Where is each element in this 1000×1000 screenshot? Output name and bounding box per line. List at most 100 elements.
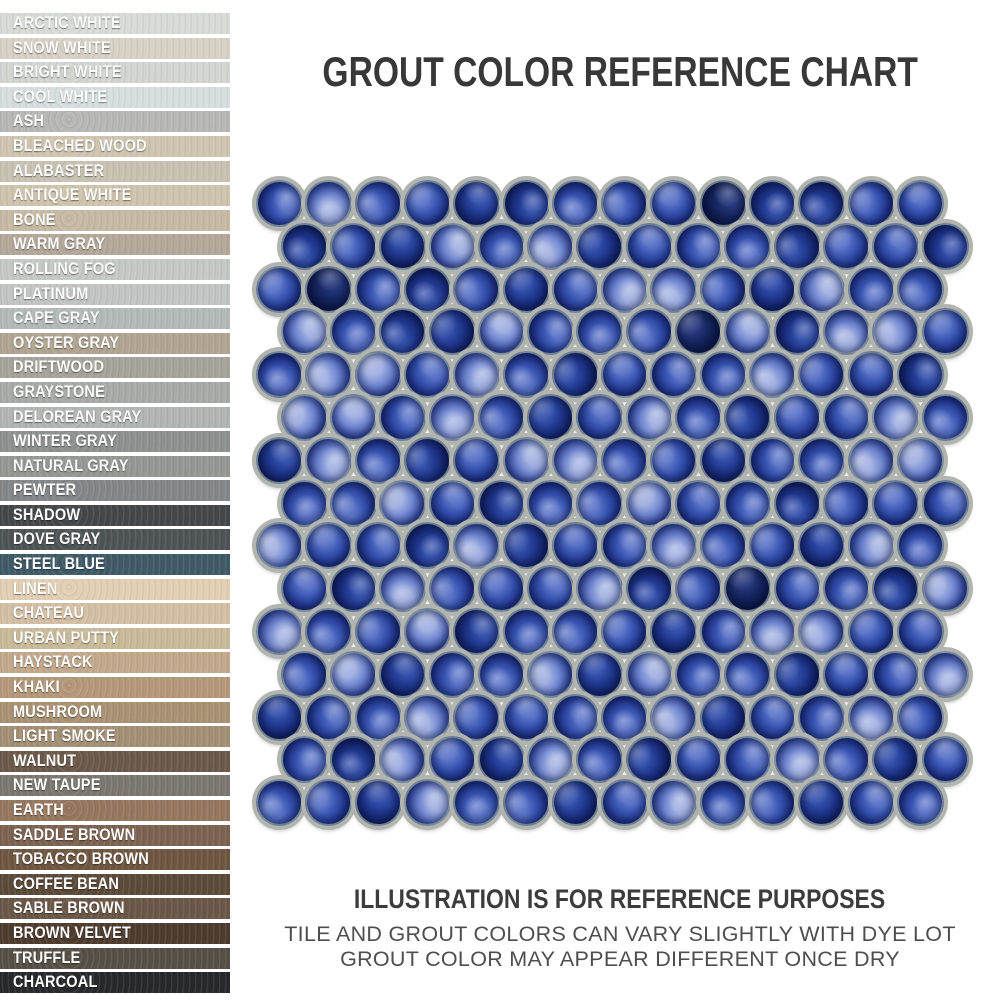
penny-tile [280,650,328,698]
penny-tile [379,308,427,356]
penny-tile [428,565,476,613]
penny-tile [896,265,944,313]
swatch-row-cape-gray: CAPE GRAY [0,308,230,330]
penny-tile [724,650,772,698]
penny-tile [280,222,328,270]
penny-tile [527,394,575,441]
penny-tile [699,608,747,655]
penny-tile [798,608,846,655]
penny-tile [551,436,599,484]
swatch-row-snow-white: SNOW WHITE [0,37,230,59]
penny-tile [527,479,575,527]
penny-tile [502,351,550,399]
page-title: GROUT COLOR REFERENCE CHART [322,48,918,95]
penny-tile [354,265,402,313]
penny-tile [625,308,673,356]
penny-tile [502,436,550,484]
penny-tile [601,180,649,227]
penny-tile [773,479,821,527]
penny-tile [551,351,599,399]
swatch-row-new-taupe: NEW TAUPE [0,775,230,797]
penny-tile [403,265,451,313]
penny-tile [329,565,377,613]
swatch-row-coffee-bean: COFFEE BEAN [0,873,230,895]
penny-tile [798,693,846,741]
penny-tile [453,436,501,484]
penny-tile [798,436,846,484]
penny-tile [650,779,698,827]
penny-tile [502,522,550,570]
penny-tile [576,394,624,441]
penny-tile [280,394,328,441]
penny-tile [724,394,772,441]
penny-tile [576,565,624,613]
penny-tile [403,180,451,227]
swatch-row-urban-putty: URBAN PUTTY [0,627,230,649]
penny-tile [576,479,624,527]
penny-tile [822,308,870,356]
penny-tile [379,565,427,613]
penny-tile [305,436,353,484]
penny-tile [699,779,747,827]
penny-tile [699,436,747,484]
penny-tile [798,351,846,399]
penny-tile [453,608,501,655]
penny-tile [256,265,303,313]
penny-tile [749,265,796,313]
penny-tile [872,650,920,698]
penny-tile [551,180,599,227]
penny-tile [379,650,427,698]
penny-tile [921,479,969,527]
penny-tile [749,180,796,227]
penny-tile [847,608,895,655]
penny-tile [329,479,377,527]
penny-tile [896,779,944,827]
penny-tile [650,608,698,655]
penny-tile [625,479,673,527]
penny-tile [822,565,870,613]
penny-tile [650,436,698,484]
penny-tile [354,351,402,399]
penny-tile [502,779,550,827]
penny-tile [675,650,722,698]
penny-tile [675,308,722,356]
penny-tile [896,436,944,484]
penny-tile [847,779,895,827]
penny-tile [822,479,870,527]
swatch-row-graystone: GRAYSTONE [0,381,230,403]
penny-tile [625,394,673,441]
penny-tile [354,608,402,655]
penny-tile [675,222,722,270]
penny-tile [921,736,969,784]
penny-tile [699,351,747,399]
swatch-row-truffle: TRUFFLE [0,947,230,969]
penny-tile [551,693,599,741]
penny-tile [749,522,796,570]
swatch-row-ash: ASH [0,111,230,133]
penny-tile [601,608,649,655]
penny-tile [675,736,722,784]
penny-tile [896,608,944,655]
penny-tile [872,479,920,527]
penny-tile [822,736,870,784]
penny-tile [477,222,525,270]
penny-tile [896,522,944,570]
penny-tile [477,736,525,784]
penny-tile [305,779,353,827]
penny-tile [625,222,673,270]
penny-tile [724,479,772,527]
penny-tile [379,479,427,527]
penny-tile [798,779,846,827]
penny-tile [354,779,402,827]
swatch-row-platinum: PLATINUM [0,283,230,305]
swatch-row-charcoal: CHARCOAL [0,972,230,994]
penny-tile [453,693,501,741]
swatch-row-walnut: WALNUT [0,750,230,772]
penny-tile [403,436,451,484]
penny-tile [724,736,772,784]
swatch-row-brown-velvet: BROWN VELVET [0,922,230,944]
penny-tile [477,650,525,698]
swatch-row-shadow: SHADOW [0,504,230,526]
penny-tile [305,265,353,313]
